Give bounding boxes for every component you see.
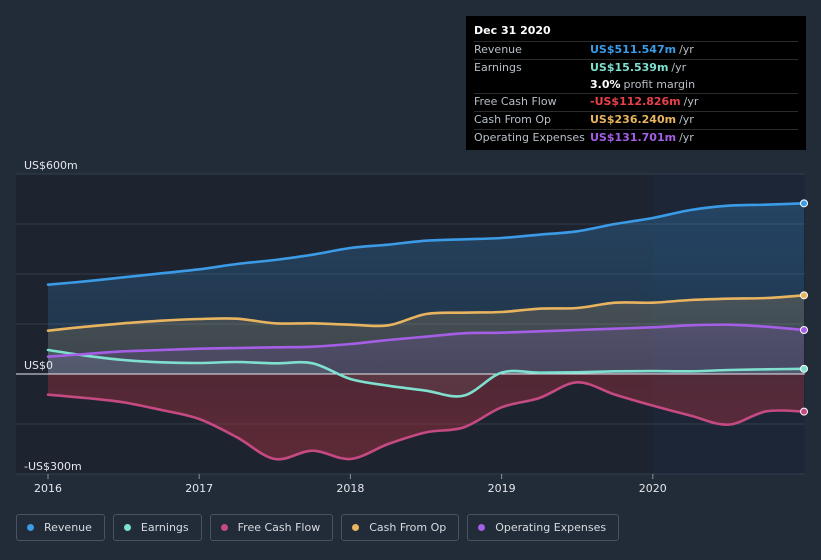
series-line-cash-from-op <box>46 294 806 332</box>
tooltip-value: 3.0% <box>590 77 621 91</box>
legend-dot-icon <box>220 524 228 531</box>
tooltip-value: US$15.539m <box>590 60 669 74</box>
series-line-earnings <box>46 348 806 398</box>
legend-item-cash-from-op[interactable]: Cash From Op <box>341 514 460 541</box>
y-tick-label: US$600m <box>24 159 78 172</box>
tooltip-label: Operating Expenses <box>474 130 585 144</box>
legend-dot-icon <box>123 524 131 531</box>
tooltip-unit: /yr <box>679 43 694 56</box>
tooltip-date: Dec 31 2020 <box>474 24 551 37</box>
tooltip-row: 3.0% profit margin <box>474 77 798 94</box>
series-line-free-cash-flow <box>46 381 806 461</box>
legend-label: Operating Expenses <box>495 521 607 534</box>
tooltip-value: US$131.701m <box>590 130 677 144</box>
tooltip-row: Revenue US$511.547m/yr <box>474 41 798 59</box>
tooltip-value: US$511.547m <box>590 43 677 56</box>
tooltip-value: US$236.240m <box>590 113 677 127</box>
legend-label: Revenue <box>44 521 92 534</box>
tooltip-label: Free Cash Flow <box>474 95 557 109</box>
y-tick-label: -US$300m <box>24 460 82 473</box>
tooltip-unit: /yr <box>679 113 694 127</box>
x-tick-label: 2017 <box>185 482 213 495</box>
data-tooltip: Dec 31 2020 Revenue US$511.547m/yr Earning… <box>466 16 806 150</box>
tooltip-value: -US$112.826m <box>590 95 681 109</box>
chart-legend: Revenue Earnings Free Cash Flow Cash From O… <box>16 514 620 541</box>
tooltip-label: Revenue <box>474 43 522 56</box>
tooltip-row: Free Cash Flow -US$112.826m/yr <box>474 93 798 111</box>
legend-item-earnings[interactable]: Earnings <box>112 514 202 541</box>
legend-dot-icon <box>352 524 360 531</box>
tooltip-unit: /yr <box>683 95 699 109</box>
tooltip-row: Cash From Op US$236.240m/yr <box>474 111 798 129</box>
legend-label: Free Cash Flow <box>237 521 321 534</box>
tooltip-row: Earnings US$15.539m/yr <box>474 58 798 77</box>
series-end-marker-cash-from-op <box>800 291 808 300</box>
legend-item-operating-expenses[interactable]: Operating Expenses <box>467 514 620 541</box>
legend-label: Cash From Op <box>369 521 447 534</box>
tooltip-unit: /yr <box>679 130 694 144</box>
legend-dot-icon <box>27 524 34 531</box>
tooltip-label: Cash From Op <box>474 113 552 127</box>
series-line-revenue <box>46 202 806 286</box>
legend-label: Earnings <box>140 521 189 534</box>
series-end-marker-earnings <box>800 364 808 373</box>
tooltip-unit: /yr <box>671 60 687 74</box>
series-line-operating-expenses <box>46 323 806 358</box>
y-tick-label: US$0 <box>24 359 53 372</box>
legend-item-revenue[interactable]: Revenue <box>16 514 105 541</box>
tooltip-label: Earnings <box>474 60 522 74</box>
legend-dot-icon <box>478 524 486 531</box>
x-tick-label: 2018 <box>336 482 364 495</box>
series-end-marker-free-cash-flow <box>800 407 808 416</box>
x-tick-label: 2020 <box>639 482 667 495</box>
x-tick-label: 2019 <box>488 482 516 495</box>
legend-item-free-cash-flow[interactable]: Free Cash Flow <box>209 514 334 541</box>
series-end-marker-revenue <box>800 199 808 208</box>
x-tick-label: 2016 <box>34 482 62 495</box>
tooltip-unit: profit margin <box>623 77 696 91</box>
tooltip-row: Operating Expenses US$131.701m/yr <box>474 128 798 147</box>
series-area-free-cash-flow <box>48 374 804 460</box>
series-end-marker-operating-expenses <box>800 326 808 334</box>
tooltip-label <box>474 77 590 94</box>
